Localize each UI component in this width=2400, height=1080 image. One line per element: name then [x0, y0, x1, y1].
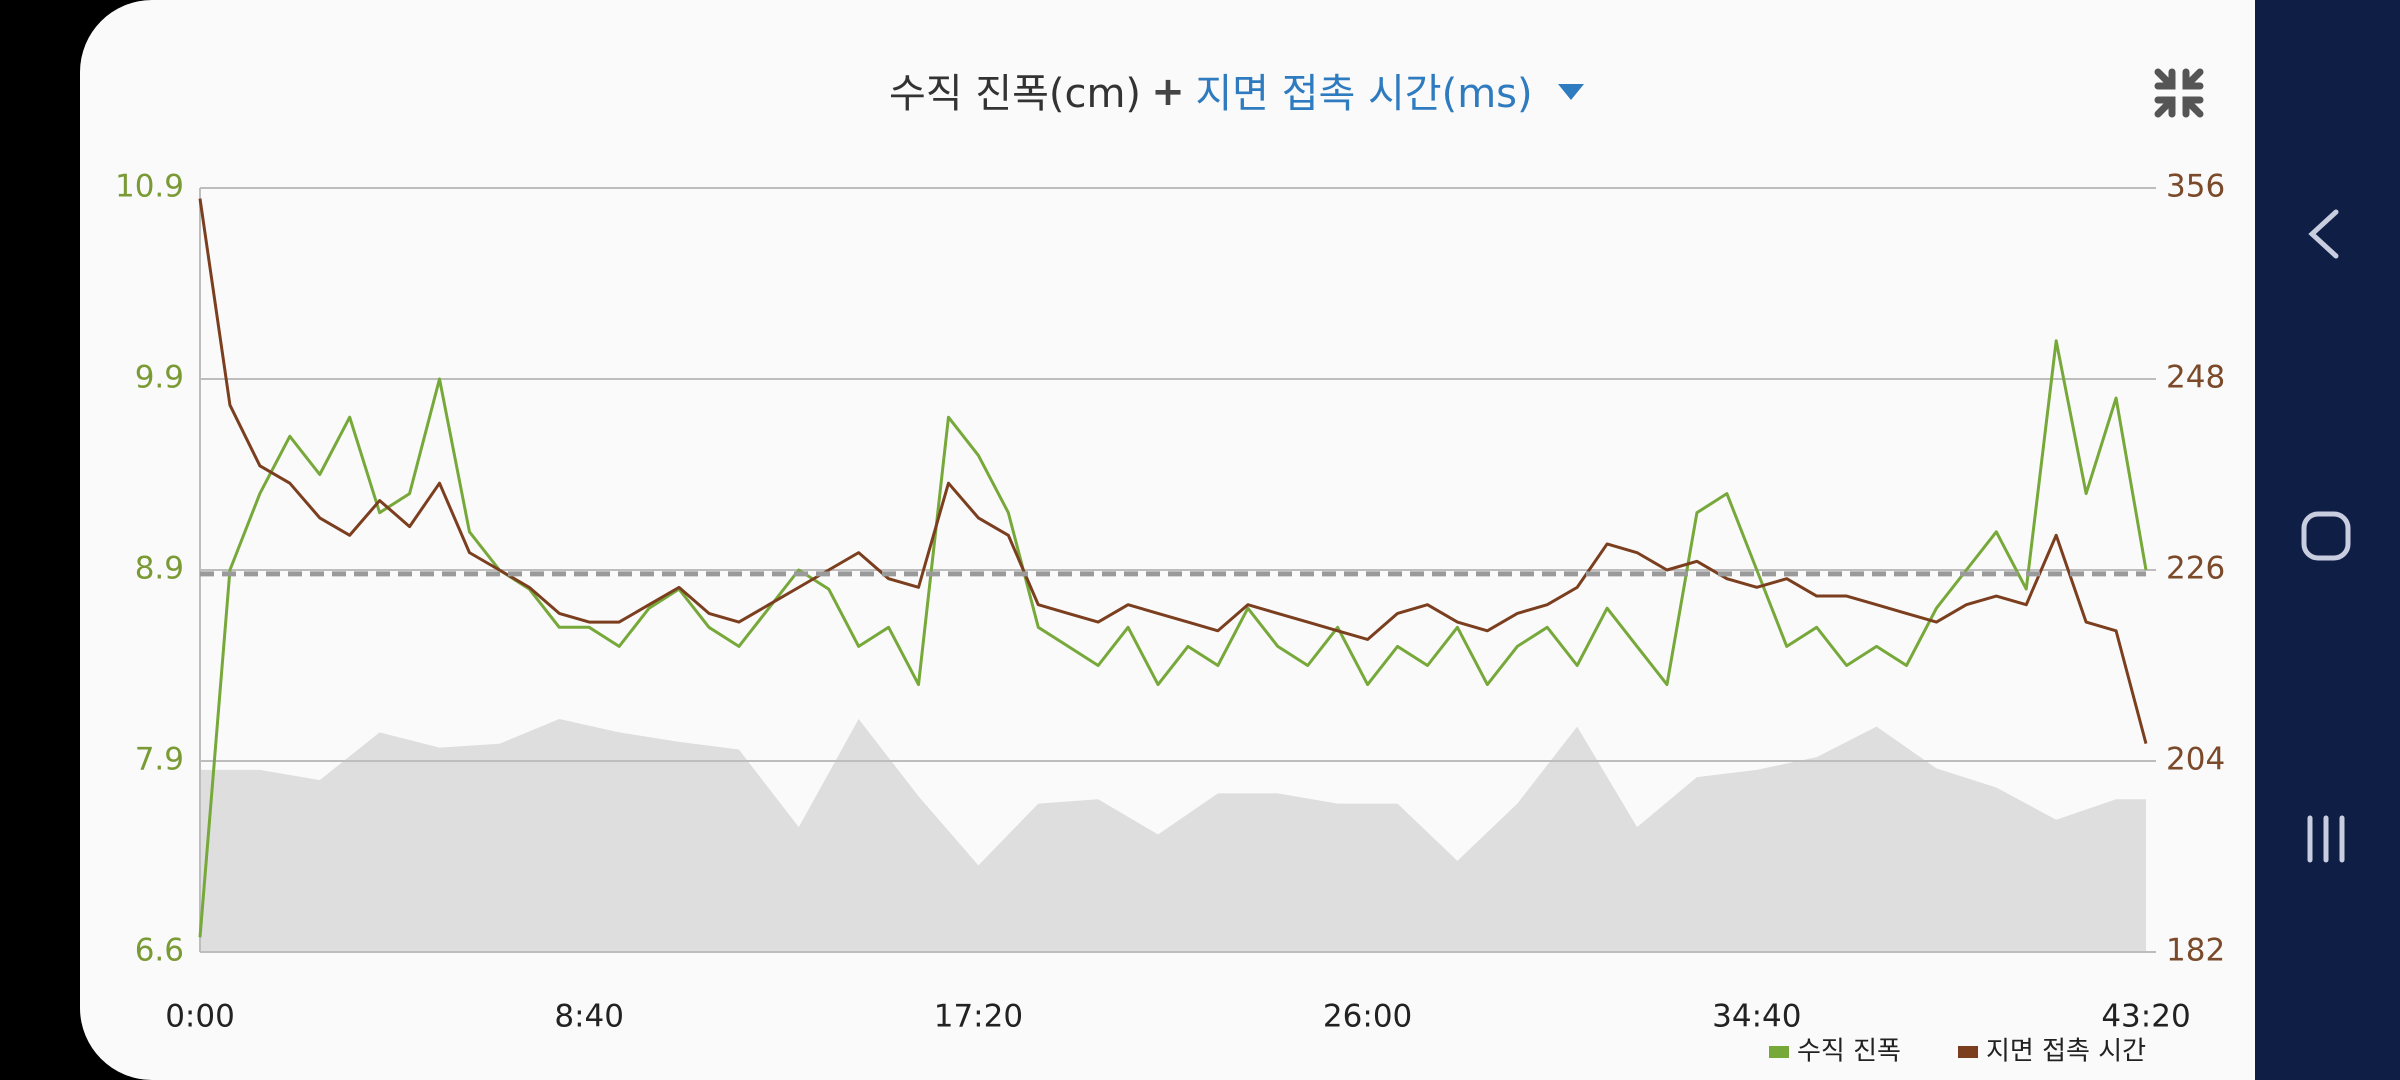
background-area — [200, 718, 2146, 952]
y2-tick-label: 182 — [2166, 933, 2225, 969]
x-tick-label: 0:00 — [165, 999, 235, 1035]
y-tick-label: 8.9 — [135, 551, 184, 587]
y-tick-label: 6.6 — [135, 933, 184, 969]
metric-primary[interactable]: 수직 진폭(cm) — [889, 71, 1141, 117]
home-button[interactable] — [2301, 511, 2351, 561]
y2-tick-label: 248 — [2166, 360, 2225, 396]
legend-swatch — [1958, 1046, 1978, 1058]
dropdown-arrow[interactable] — [1558, 84, 1584, 100]
legend: 수직 진폭 지면 접촉 시간 — [1769, 1037, 2146, 1067]
legend-label: 수직 진폭 — [1797, 1037, 1901, 1067]
x-tick-label: 34:40 — [1712, 999, 1801, 1035]
series-line — [198, 198, 2148, 745]
metric-joiner: + — [1151, 69, 1185, 115]
y2-tick-label: 226 — [2166, 551, 2225, 587]
x-tick-label: 26:00 — [1323, 999, 1412, 1035]
collapse-icon[interactable] — [2154, 68, 2204, 118]
x-tick-label: 17:20 — [934, 999, 1023, 1035]
navigation-bar — [2255, 0, 2400, 1080]
y-tick-label: 9.9 — [135, 360, 184, 396]
y2-tick-label: 356 — [2166, 169, 2225, 205]
legend-swatch — [1769, 1046, 1789, 1058]
legend-label: 지면 접촉 시간 — [1986, 1037, 2146, 1067]
x-tick-label: 43:20 — [2101, 999, 2190, 1035]
y-tick-label: 10.9 — [115, 169, 184, 205]
y-tick-label: 7.9 — [135, 742, 184, 778]
metric-secondary[interactable]: 지면 접촉 시간(ms) — [1195, 71, 1532, 117]
back-button[interactable] — [2308, 209, 2339, 259]
recents-button[interactable] — [2307, 815, 2345, 863]
y2-tick-label: 204 — [2166, 742, 2225, 778]
x-tick-label: 8:40 — [554, 999, 624, 1035]
